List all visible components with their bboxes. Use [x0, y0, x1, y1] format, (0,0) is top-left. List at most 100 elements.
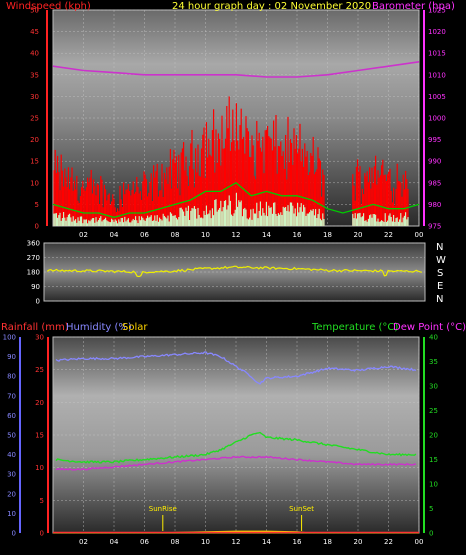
- temp-x-tick-label: 06: [140, 538, 149, 546]
- temperature-tick-label: 10: [429, 481, 438, 489]
- temperature-tick-label: 20: [429, 432, 438, 440]
- humidity-tick-label: 40: [7, 451, 16, 459]
- direction-tick-label: 90: [31, 283, 40, 291]
- barometer-tick-label: 995: [428, 136, 441, 144]
- wind-x-tick-label: 08: [171, 231, 180, 239]
- barometer-line: [52, 61, 420, 78]
- barometer-tick-label: 985: [428, 179, 441, 187]
- wind-x-tick-label: 18: [323, 231, 332, 239]
- temperature-tick-label: 15: [429, 456, 438, 464]
- direction-tick-label: 270: [27, 254, 40, 262]
- windspeed-tick-label: 40: [30, 50, 39, 58]
- compass-s: S: [437, 268, 443, 279]
- wind-x-tick-label: 00: [415, 231, 424, 239]
- barometer-axis-title: Barometer (hpa): [372, 1, 455, 12]
- dewpoint-line: [55, 455, 416, 471]
- sunrise-label: SunRise: [149, 505, 177, 513]
- barometer-tick-label: 990: [428, 158, 441, 166]
- temp-x-tick-label: 12: [232, 538, 241, 546]
- temperature-tick-label: 25: [429, 407, 438, 415]
- humidity-tick-label: 100: [3, 334, 16, 342]
- temp-x-tick-label: 04: [110, 538, 119, 546]
- humidity-tick-label: 70: [7, 392, 16, 400]
- temp-x-tick-label: 02: [79, 538, 88, 546]
- rainfall-tick-label: 20: [35, 399, 44, 407]
- wind-average-line: [52, 182, 420, 219]
- windspeed-tick-label: 30: [30, 93, 39, 101]
- sunset-label: SunSet: [289, 505, 314, 513]
- temp-x-tick-label: 08: [171, 538, 180, 546]
- rainfall-tick-label: 0: [40, 530, 44, 538]
- wind-x-tick-label: 02: [79, 231, 88, 239]
- wind-x-tick-label: 04: [110, 231, 119, 239]
- windspeed-tick-label: 35: [30, 71, 39, 79]
- wind-x-tick-label: 10: [201, 231, 210, 239]
- humidity-tick-label: 50: [7, 432, 16, 440]
- rainfall-tick-label: 25: [35, 366, 44, 374]
- humidity-tick-label: 90: [7, 353, 16, 361]
- wind-x-tick-label: 06: [140, 231, 149, 239]
- rainfall-tick-label: 15: [35, 432, 44, 440]
- wind-x-tick-label: 14: [262, 231, 271, 239]
- windspeed-tick-label: 20: [30, 136, 39, 144]
- temperature-tick-label: 5: [429, 505, 433, 513]
- humidity-axis-title: Humidity (%): [66, 322, 132, 333]
- temp-x-tick-label: 22: [384, 538, 393, 546]
- rainfall-axis-title: Rainfall (mm): [1, 322, 69, 333]
- barometer-tick-label: 1005: [428, 93, 446, 101]
- wind-x-tick-label: 12: [232, 231, 241, 239]
- windspeed-tick-label: 10: [30, 179, 39, 187]
- barometer-tick-label: 980: [428, 201, 441, 209]
- humidity-tick-label: 0: [12, 530, 16, 538]
- windspeed-axis-title: Windspeed (kph): [6, 1, 91, 12]
- temp-x-tick-label: 10: [201, 538, 210, 546]
- windspeed-tick-label: 5: [35, 201, 39, 209]
- temperature-tick-label: 35: [429, 358, 438, 366]
- rainfall-tick-label: 10: [35, 464, 44, 472]
- dewpoint-axis-title: Dew Point (°C): [393, 322, 466, 333]
- temperature-axis-title: Temperature (°C): [311, 322, 398, 333]
- compass-w: W: [436, 255, 446, 266]
- wind-x-tick-label: 16: [293, 231, 302, 239]
- humidity-tick-label: 10: [7, 510, 16, 518]
- temperature-tick-label: 0: [429, 530, 433, 538]
- wind-direction-line: [46, 265, 422, 278]
- compass-e: E: [437, 281, 443, 292]
- humidity-tick-label: 60: [7, 412, 16, 420]
- temp-x-tick-label: 00: [415, 538, 424, 546]
- windspeed-tick-label: 0: [35, 223, 39, 231]
- temperature-tick-label: 40: [429, 334, 438, 342]
- humidity-tick-label: 80: [7, 373, 16, 381]
- wind-x-tick-label: 20: [354, 231, 363, 239]
- barometer-tick-label: 1015: [428, 50, 446, 58]
- temperature-line: [55, 431, 417, 464]
- compass-n-bottom: N: [436, 294, 443, 305]
- direction-tick-label: 180: [27, 269, 40, 277]
- barometer-tick-label: 1010: [428, 71, 446, 79]
- temp-x-tick-label: 18: [323, 538, 332, 546]
- windspeed-tick-label: 50: [30, 7, 39, 15]
- rainfall-tick-label: 5: [40, 497, 44, 505]
- barometer-tick-label: 1025: [428, 7, 446, 15]
- direction-tick-label: 0: [36, 298, 40, 306]
- graph-title: 24 hour graph day : 02 November 2020: [172, 1, 371, 12]
- direction-tick-label: 360: [27, 240, 40, 248]
- barometer-tick-label: 975: [428, 223, 441, 231]
- humidity-line: [55, 351, 417, 385]
- humidity-tick-label: 30: [7, 471, 16, 479]
- compass-n-top: N: [436, 242, 443, 253]
- wind-low-bars: [53, 192, 409, 226]
- temp-x-tick-label: 16: [293, 538, 302, 546]
- rainfall-tick-label: 30: [35, 334, 44, 342]
- barometer-tick-label: 1000: [428, 115, 446, 123]
- temp-x-tick-label: 20: [354, 538, 363, 546]
- temperature-tick-label: 30: [429, 383, 438, 391]
- temp-x-tick-label: 14: [262, 538, 271, 546]
- solar-axis-title: Solar: [122, 322, 148, 333]
- windspeed-tick-label: 15: [30, 158, 39, 166]
- barometer-tick-label: 1020: [428, 28, 446, 36]
- windspeed-tick-label: 45: [30, 28, 39, 36]
- humidity-tick-label: 20: [7, 490, 16, 498]
- windspeed-tick-label: 25: [30, 115, 39, 123]
